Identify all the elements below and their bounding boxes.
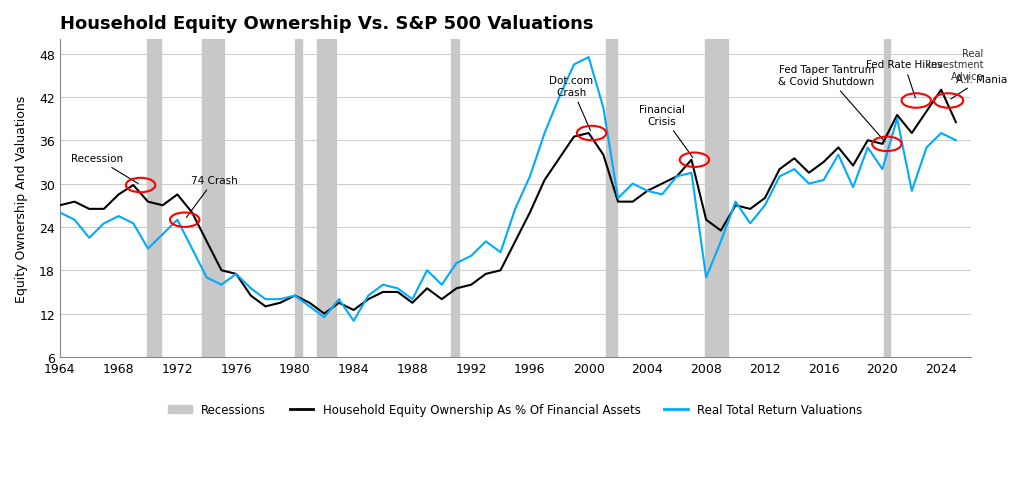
Text: 74 Crash: 74 Crash xyxy=(186,176,238,218)
Text: Recession: Recession xyxy=(71,154,138,184)
Text: Household Equity Ownership Vs. S&P 500 Valuations: Household Equity Ownership Vs. S&P 500 V… xyxy=(59,15,593,33)
Bar xyxy=(606,40,616,357)
Bar xyxy=(203,40,224,357)
Bar xyxy=(146,40,161,357)
Bar xyxy=(451,40,460,357)
Bar xyxy=(316,40,336,357)
Text: Financial
Crisis: Financial Crisis xyxy=(639,105,693,158)
Bar xyxy=(884,40,890,357)
Text: Dot.com
Crash: Dot.com Crash xyxy=(549,76,593,131)
Y-axis label: Equity Ownership And Valuations: Equity Ownership And Valuations xyxy=(15,95,28,302)
Text: A.I. Mania: A.I. Mania xyxy=(951,75,1008,100)
Text: Real
Investment
Advice: Real Investment Advice xyxy=(928,49,983,82)
Bar xyxy=(705,40,728,357)
Legend: Recessions, Household Equity Ownership As % Of Financial Assets, Real Total Retu: Recessions, Household Equity Ownership A… xyxy=(163,399,867,421)
Text: Fed Taper Tantrum
& Covid Shutdown: Fed Taper Tantrum & Covid Shutdown xyxy=(778,65,885,142)
Text: Fed Rate Hikes: Fed Rate Hikes xyxy=(866,61,943,99)
Bar xyxy=(295,40,302,357)
